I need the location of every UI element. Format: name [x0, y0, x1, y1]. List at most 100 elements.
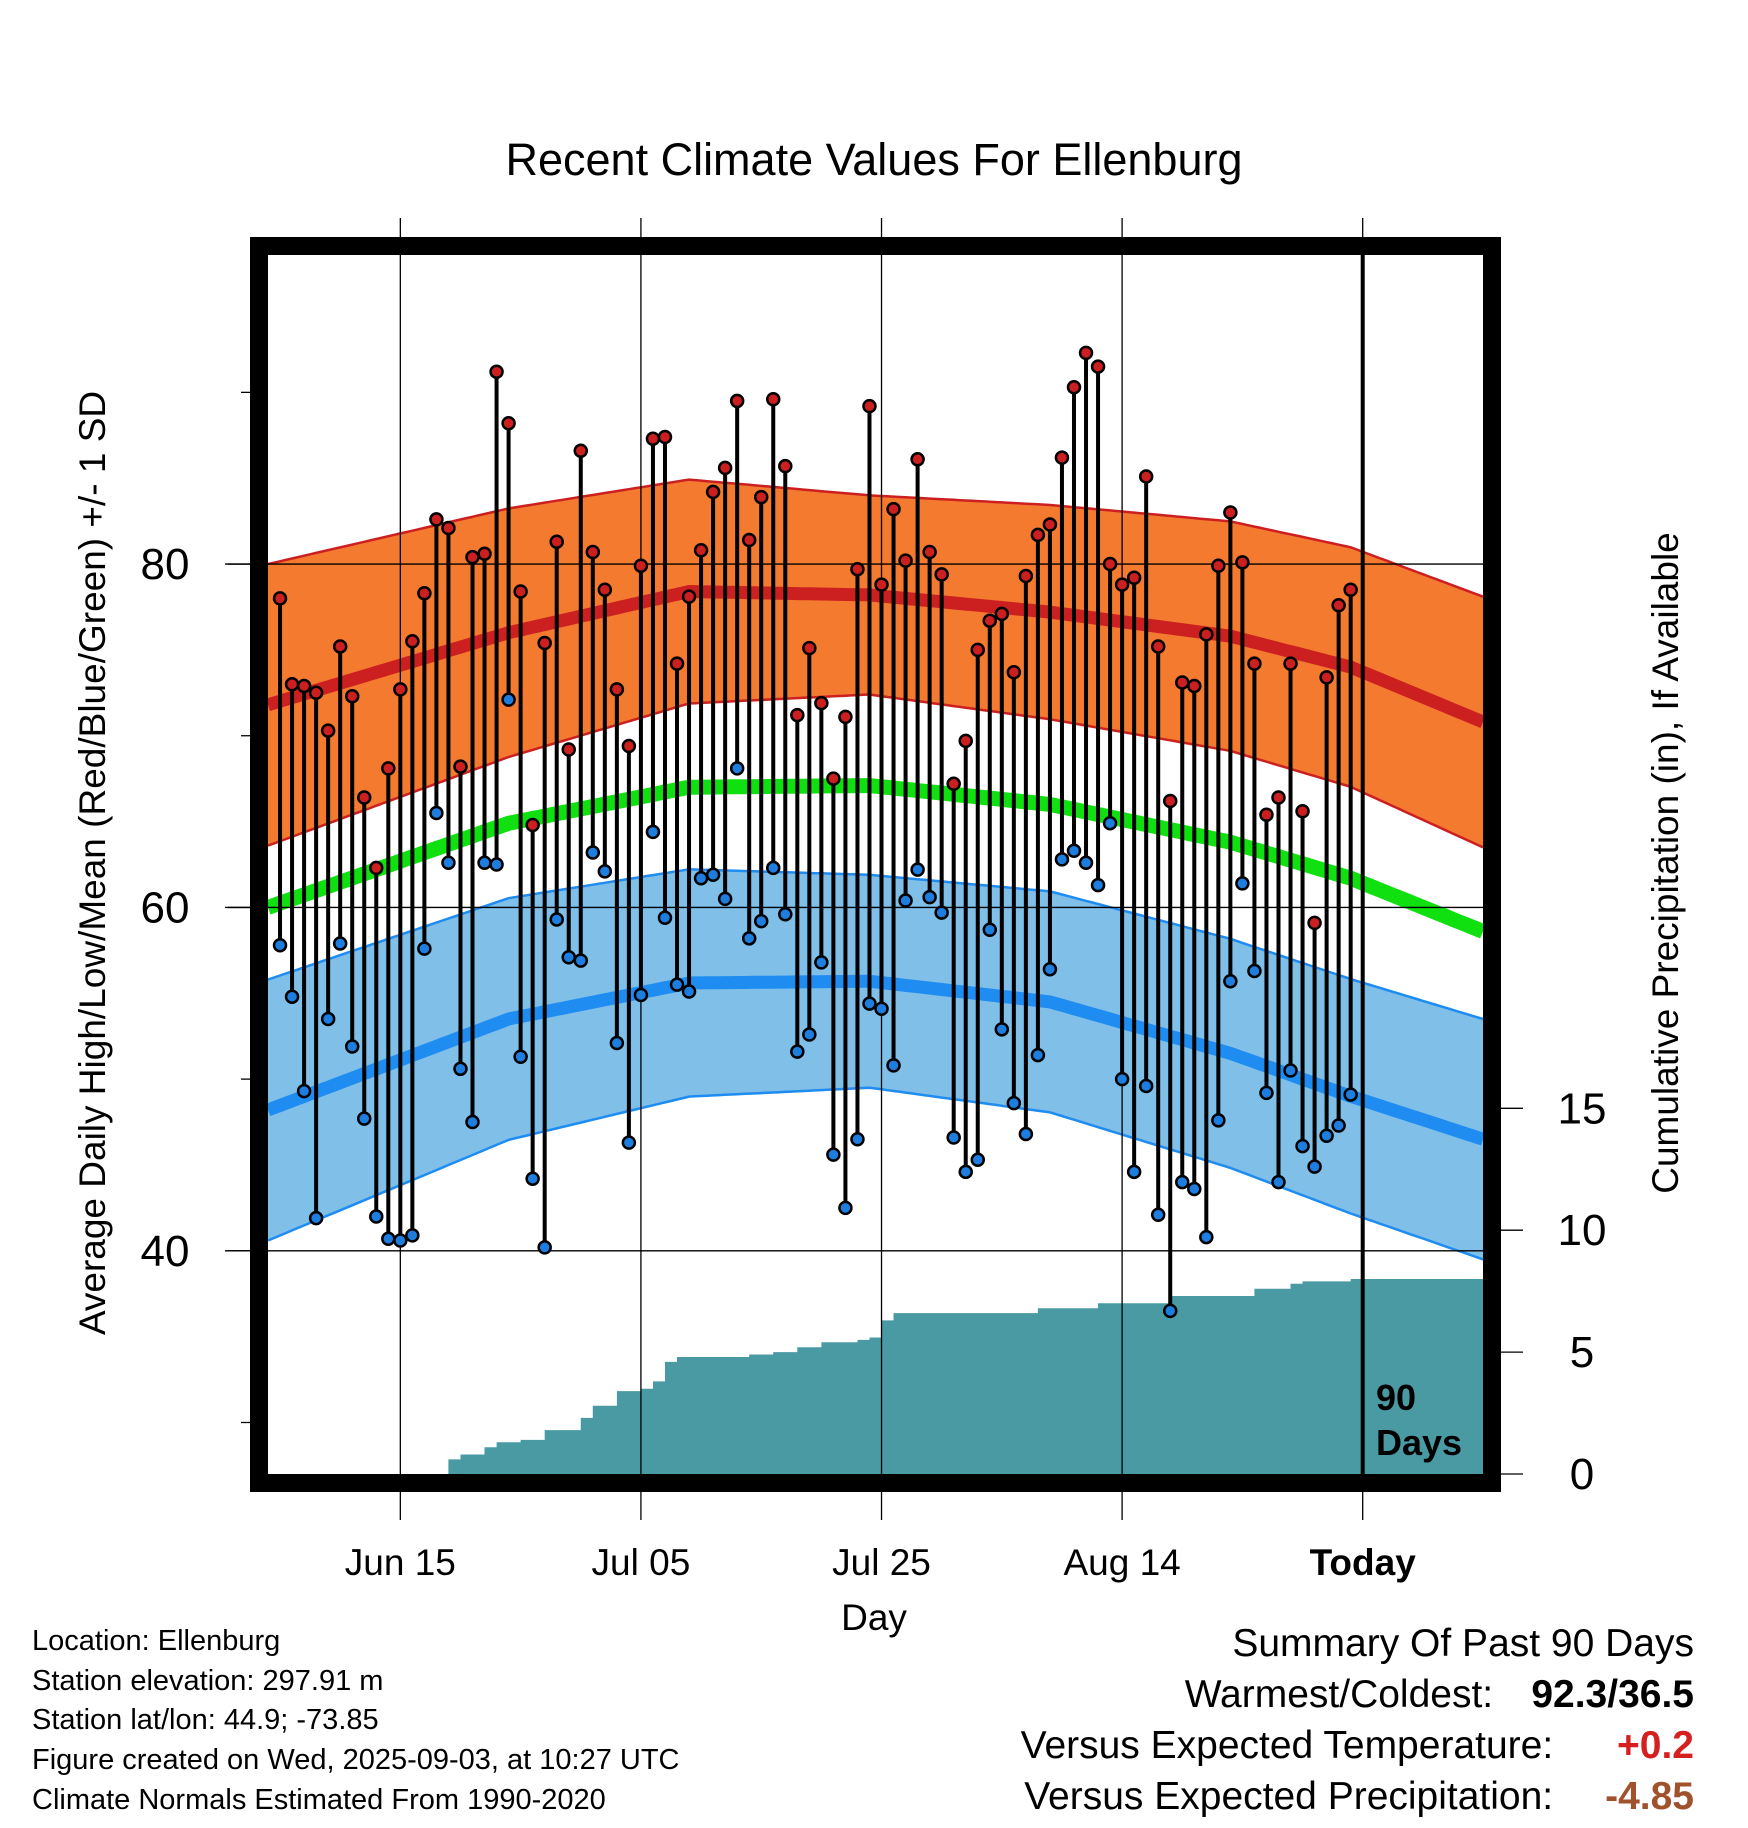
- daily-high-point: [1114, 577, 1130, 592]
- precip-tick-label: 5: [1570, 1328, 1594, 1377]
- daily-low-point: [669, 977, 685, 992]
- daily-low-point: [1199, 1229, 1214, 1245]
- daily-low-point: [621, 1135, 637, 1150]
- daily-high-point: [1150, 639, 1166, 654]
- daily-low-point: [417, 941, 432, 956]
- daily-high-point: [549, 534, 564, 549]
- daily-low-point: [1259, 1085, 1274, 1101]
- daily-high-point: [561, 742, 576, 757]
- daily-low-point: [561, 949, 576, 965]
- daily-high-point: [453, 759, 468, 774]
- y-axis-label-left: Average Daily High/Low/Mean (Red/Blue/Gr…: [72, 391, 113, 1335]
- daily-high-point: [778, 458, 793, 474]
- daily-high-point: [429, 512, 444, 527]
- daily-low-point: [513, 1049, 528, 1065]
- daily-high-point: [681, 589, 697, 604]
- precipitation-area: [268, 1279, 1483, 1474]
- daily-low-point: [272, 937, 288, 953]
- daily-high-point: [344, 688, 360, 704]
- daily-high-point: [320, 723, 336, 738]
- daily-high-point: [296, 678, 312, 694]
- precip-tick-label: 0: [1570, 1450, 1594, 1499]
- daily-high-point: [838, 709, 853, 725]
- daily-low-point: [1319, 1128, 1334, 1144]
- daily-low-point: [693, 870, 709, 886]
- daily-high-point: [645, 431, 661, 446]
- normal-bands: [265, 478, 1486, 1261]
- daily-high-point: [886, 501, 901, 517]
- daily-high-point: [381, 761, 396, 776]
- daily-low-point: [320, 1011, 336, 1027]
- daily-low-point: [657, 910, 673, 925]
- daily-low-point: [332, 936, 348, 951]
- summary-warmest-label: Warmest/Coldest:: [1184, 1673, 1494, 1716]
- daily-high-point: [405, 634, 420, 649]
- daily-high-point: [417, 585, 432, 601]
- daily-low-point: [609, 1035, 625, 1051]
- y-tick-label: 80: [141, 540, 190, 589]
- daily-high-point: [1006, 664, 1022, 680]
- daily-high-point: [621, 738, 637, 754]
- high-band-upper-edge: [267, 478, 1484, 598]
- daily-low-point: [1138, 1078, 1154, 1094]
- daily-low-point: [1211, 1113, 1226, 1128]
- daily-low-point: [525, 1171, 540, 1186]
- x-tick-label: Jul 25: [832, 1542, 931, 1583]
- daily-high-point: [1223, 505, 1238, 520]
- daily-high-point: [1030, 527, 1046, 543]
- daily-high-point: [705, 484, 721, 500]
- daily-low-point: [1307, 1159, 1322, 1174]
- footer-location: Location: Ellenburg: [32, 1625, 281, 1657]
- precip-tick-label: 10: [1558, 1206, 1607, 1255]
- summary-precip-row: Versus Expected Precipitation: -4.85: [1024, 1775, 1694, 1819]
- daily-low-point: [465, 1114, 480, 1130]
- daily-high-point: [826, 771, 841, 786]
- daily-low-point: [753, 913, 769, 929]
- daily-high-point: [284, 676, 300, 692]
- daily-low-point: [537, 1240, 552, 1255]
- normal-mean-line: [265, 777, 1486, 939]
- daily-high-point: [585, 544, 601, 560]
- daily-high-point: [489, 364, 504, 379]
- high-sd-band: [268, 479, 1483, 848]
- daily-low-point: [826, 1147, 841, 1162]
- footer-normals: Climate Normals Estimated From 1990-2020: [32, 1784, 606, 1816]
- daily-low-point: [1162, 1303, 1178, 1319]
- precip-cumulative-area: [268, 1279, 1483, 1474]
- daily-high-point: [1211, 558, 1226, 574]
- daily-low-point: [284, 989, 300, 1004]
- daily-low-point: [549, 912, 564, 927]
- daily-high-point: [934, 567, 949, 582]
- daily-high-point: [1343, 582, 1358, 598]
- precip-tick-label: 15: [1558, 1084, 1607, 1133]
- daily-low-point: [1187, 1181, 1202, 1197]
- daily-low-point: [453, 1061, 468, 1077]
- footer-created: Figure created on Wed, 2025-09-03, at 10…: [32, 1744, 680, 1776]
- daily-high-point: [1042, 517, 1058, 532]
- daily-high-point: [1199, 627, 1214, 642]
- daily-high-point: [1126, 570, 1142, 586]
- daily-low-point: [356, 1111, 372, 1126]
- daily-high-point: [1138, 469, 1154, 484]
- daily-low-point: [886, 1058, 901, 1073]
- daily-high-point: [1078, 345, 1094, 361]
- daily-low-point: [1271, 1174, 1286, 1190]
- daily-low-point: [982, 922, 998, 937]
- x-tick-label: Jul 05: [592, 1542, 691, 1583]
- daily-high-point: [1054, 450, 1070, 465]
- high-band-lower-edge: [267, 693, 1484, 849]
- x-tick-label: Aug 14: [1063, 1542, 1180, 1583]
- daily-low-point: [308, 1210, 324, 1226]
- daily-low-point: [1283, 1063, 1298, 1078]
- daily-high-point: [657, 429, 673, 445]
- daily-low-point: [705, 867, 721, 883]
- daily-low-point: [405, 1228, 420, 1243]
- normal-low-line: [265, 974, 1485, 1146]
- daily-low-point: [681, 984, 697, 999]
- daily-high-point: [393, 682, 408, 697]
- daily-low-point: [1066, 843, 1082, 859]
- daily-low-point: [1018, 1126, 1034, 1142]
- summary-precip-value: -4.85: [1605, 1775, 1694, 1818]
- x-tick-label: Today: [1310, 1542, 1417, 1583]
- daily-high-point: [537, 635, 552, 651]
